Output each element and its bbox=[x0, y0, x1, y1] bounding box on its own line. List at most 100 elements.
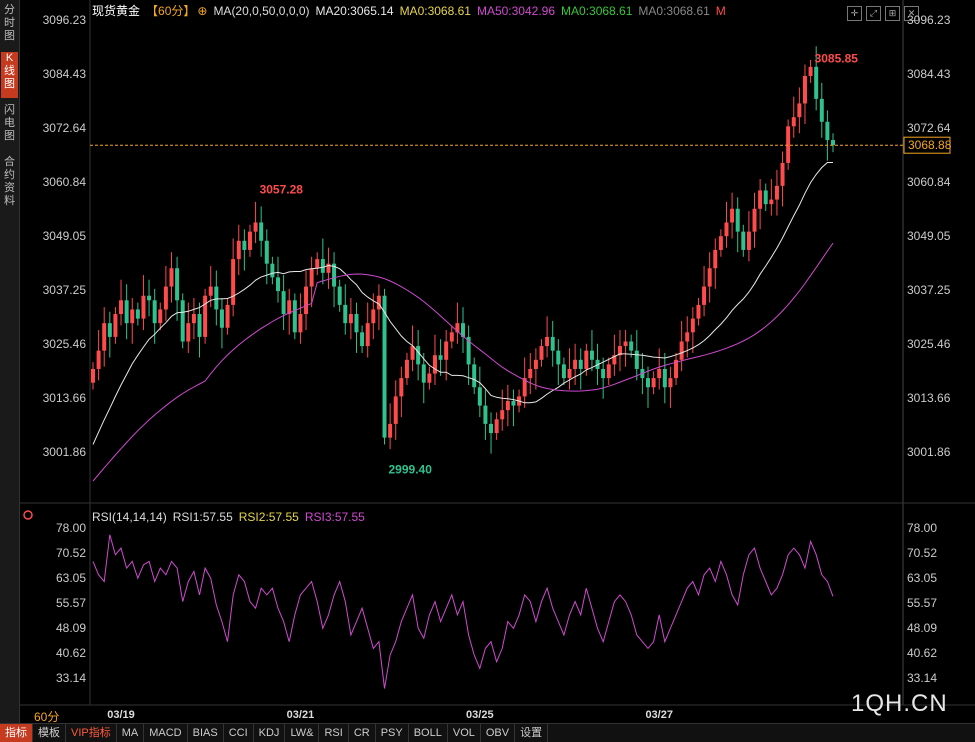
period-indicator[interactable]: 【60分】 bbox=[146, 4, 196, 18]
toolbar-macd[interactable]: MACD bbox=[144, 724, 188, 742]
m-label[interactable]: M bbox=[715, 4, 726, 18]
candle-body bbox=[292, 300, 297, 333]
rsi-y-tick-right: 40.62 bbox=[907, 646, 937, 660]
toolbar-templates[interactable]: 模板 bbox=[33, 724, 66, 742]
x-tick-label: 03/25 bbox=[466, 709, 494, 721]
chart-canvas[interactable]: 3096.23 3096.23 3084.43 3084.43 3072.64 3072.… bbox=[0, 0, 975, 723]
period-label[interactable]: 60分 bbox=[34, 710, 60, 724]
candle-body bbox=[343, 304, 348, 324]
y-tick-left: 3013.66 bbox=[43, 391, 87, 405]
candle-body bbox=[404, 359, 409, 379]
toolbar-kdj[interactable]: KDJ bbox=[254, 724, 286, 742]
candle-body bbox=[606, 364, 611, 379]
rsi-y-tick-right: 48.09 bbox=[907, 621, 937, 635]
toolbar-cr[interactable]: CR bbox=[349, 724, 376, 742]
rsi-y-tick-left: 48.09 bbox=[56, 621, 86, 635]
toolbar-cci[interactable]: CCI bbox=[224, 724, 254, 742]
ma-params[interactable]: MA(20,0,50,0,0,0) bbox=[213, 4, 310, 18]
toolbar-vol[interactable]: VOL bbox=[448, 724, 481, 742]
candle-body bbox=[354, 314, 359, 333]
toolbar-vip[interactable]: VIP指标 bbox=[66, 724, 117, 742]
rsi-y-tick-left: 70.52 bbox=[56, 546, 86, 560]
x-tick-label: 03/27 bbox=[645, 709, 673, 721]
candle-body bbox=[231, 259, 236, 305]
zoom-icon[interactable]: ⊞ bbox=[885, 6, 900, 21]
current-price-box bbox=[903, 136, 951, 154]
candle-body bbox=[427, 373, 432, 383]
candle-body bbox=[410, 346, 415, 360]
candle-body bbox=[264, 240, 269, 264]
ma50-line bbox=[92, 242, 834, 482]
candle-body bbox=[629, 341, 634, 351]
candle-body bbox=[91, 368, 95, 383]
candle-body bbox=[253, 222, 258, 232]
candle-body bbox=[382, 295, 387, 438]
candle-body bbox=[270, 263, 275, 278]
y-tick-right: 3072.64 bbox=[907, 121, 951, 135]
toolbar-rsi[interactable]: RSI bbox=[319, 724, 349, 742]
tab-kline[interactable]: K线图 bbox=[1, 52, 18, 98]
rsi-y-tick-left: 63.05 bbox=[56, 571, 86, 585]
candle-body bbox=[203, 295, 208, 337]
crosshair-icon[interactable]: ✛ bbox=[847, 6, 862, 21]
candle-body bbox=[315, 259, 320, 269]
expand-icon[interactable]: ⤢ bbox=[866, 6, 881, 21]
candle-body bbox=[567, 368, 572, 379]
toolbar-boll[interactable]: BOLL bbox=[409, 724, 448, 742]
candle-body bbox=[483, 405, 488, 424]
candle-body bbox=[214, 286, 219, 310]
candle-body bbox=[769, 199, 774, 205]
candle-body bbox=[500, 410, 505, 420]
y-tick-left: 3049.05 bbox=[43, 229, 87, 243]
toolbar-lw[interactable]: LW& bbox=[285, 724, 320, 742]
candle-body bbox=[432, 355, 437, 374]
candle-body bbox=[102, 323, 107, 351]
y-tick-right: 3084.43 bbox=[907, 67, 951, 81]
candle-body bbox=[758, 190, 763, 209]
candle-body bbox=[662, 368, 667, 388]
y-tick-left: 3001.86 bbox=[43, 445, 87, 459]
settings-circle-icon[interactable]: ⊕ bbox=[197, 4, 208, 18]
close-icon[interactable]: ✕ bbox=[904, 6, 919, 21]
watermark: 1QH.CN bbox=[851, 690, 948, 717]
candle-body bbox=[287, 300, 292, 315]
candle-body bbox=[326, 263, 331, 273]
candle-body bbox=[674, 359, 679, 379]
candle-body bbox=[276, 277, 280, 292]
candle-body bbox=[371, 309, 376, 324]
candle-body bbox=[219, 309, 224, 328]
candle-body bbox=[730, 208, 735, 223]
candle-body bbox=[724, 222, 729, 237]
candle-body bbox=[679, 341, 684, 360]
candle-body bbox=[186, 323, 191, 342]
toolbar-settings[interactable]: 设置 bbox=[515, 724, 549, 742]
ma0-value-c: MA0:3068.61 bbox=[638, 4, 710, 18]
x-tick-label: 03/19 bbox=[107, 709, 135, 721]
candle-body bbox=[281, 291, 286, 315]
candle-body bbox=[819, 98, 824, 122]
rsi-params[interactable]: RSI(14,14,14) bbox=[92, 510, 167, 524]
candle-body bbox=[651, 378, 656, 388]
toolbar-ma[interactable]: MA bbox=[117, 724, 145, 742]
candle-body bbox=[444, 341, 449, 360]
candle-body bbox=[388, 423, 393, 438]
candle-body bbox=[247, 231, 252, 250]
candle-body bbox=[786, 126, 791, 163]
candle-body bbox=[158, 309, 163, 324]
tab-flash[interactable]: 闪电图 bbox=[4, 104, 15, 142]
candle-body bbox=[141, 295, 146, 319]
candle-body bbox=[522, 378, 527, 397]
candle-body bbox=[589, 350, 594, 360]
candle-body bbox=[399, 378, 404, 397]
tab-contract-info[interactable]: 合约资料 bbox=[4, 156, 15, 207]
toolbar-psy[interactable]: PSY bbox=[376, 724, 409, 742]
y-tick-left: 3025.46 bbox=[43, 337, 87, 351]
candle-body bbox=[365, 323, 370, 347]
candle-body bbox=[489, 423, 494, 434]
toolbar-obv[interactable]: OBV bbox=[481, 724, 516, 742]
toolbar-indicators[interactable]: 指标 bbox=[0, 724, 33, 742]
toolbar-bias[interactable]: BIAS bbox=[188, 724, 224, 742]
tab-timeshare[interactable]: 分时图 bbox=[4, 4, 15, 42]
x-tick-label: 03/21 bbox=[287, 709, 315, 721]
ma0-value-a: MA0:3068.61 bbox=[399, 4, 471, 18]
